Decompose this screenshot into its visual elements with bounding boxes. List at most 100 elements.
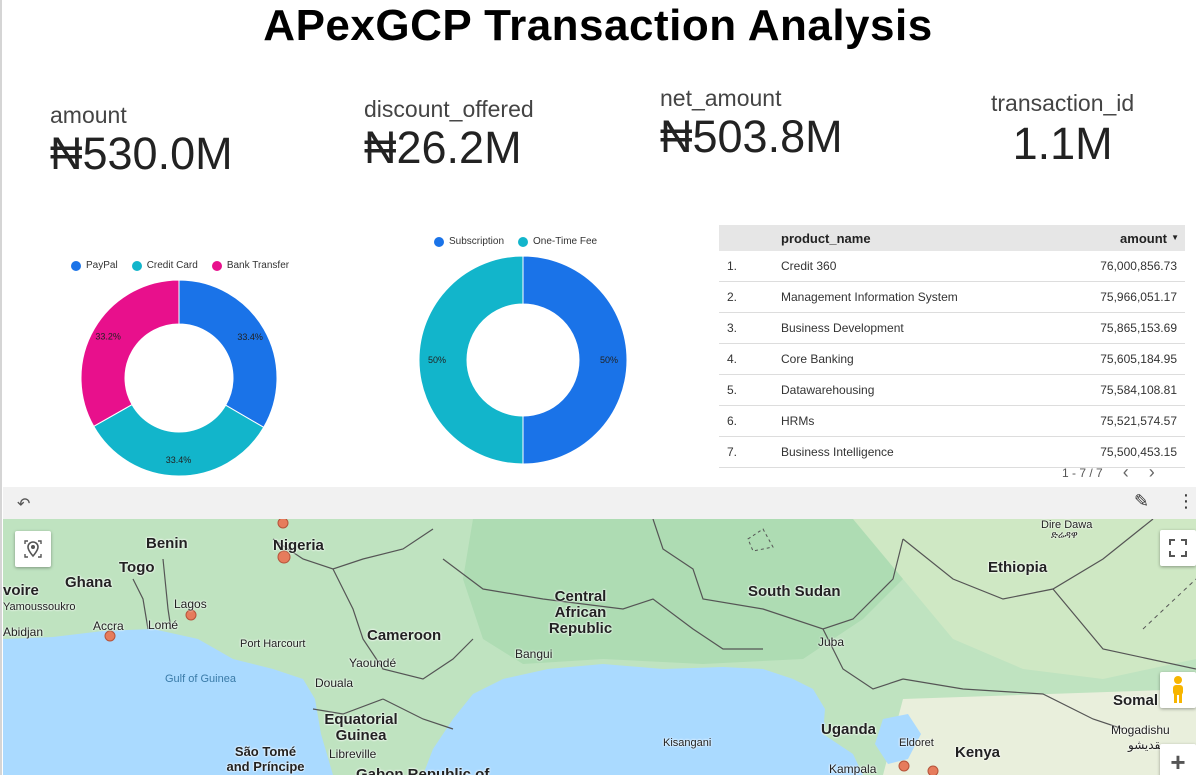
legend-label: PayPal [86, 260, 118, 271]
legend-fee-type: Subscription One-Time Fee [434, 236, 597, 247]
chevron-left-icon[interactable]: ‹ [1122, 462, 1129, 482]
legend-swatch [518, 236, 529, 247]
donut-slice-paypal[interactable] [178, 279, 278, 429]
fee-type-donut-chart[interactable]: 50% 50% [418, 255, 628, 465]
legend-item[interactable]: Bank Transfer [211, 260, 290, 271]
map-terrain [3, 519, 1196, 775]
table-row[interactable]: 1. Credit 360 76,000,856.73 [719, 251, 1185, 282]
kpi-amount[interactable]: amount ₦530.0M [50, 102, 233, 179]
map-label-mogadishu-arabic: مقديشو [1128, 738, 1168, 752]
table-row[interactable]: 3. Business Development 75,865,153.69 [719, 312, 1185, 344]
amount-cell: 75,584,108.81 [1053, 374, 1185, 406]
kpi-label: amount [50, 102, 127, 128]
product-name-cell: Business Intelligence [780, 436, 1054, 468]
kpi-label: discount_offered [364, 96, 534, 122]
table-row[interactable]: 6. HRMs 75,521,574.57 [719, 405, 1185, 437]
column-header-amount[interactable]: amount ▼ [1053, 225, 1185, 251]
report-title: APexGCP Transaction Analysis [263, 1, 933, 50]
more-vert-icon[interactable]: ⋮ [1177, 491, 1195, 511]
map-label-nigeria: Nigeria [273, 537, 324, 554]
land-shade [853, 519, 1196, 679]
row-number: 3. [719, 312, 780, 344]
map-label-lagos: Lagos [174, 597, 207, 611]
legend-swatch [131, 260, 142, 271]
map-label-sao-tome: São Tomé and Príncipe [226, 744, 305, 774]
row-number: 7. [719, 436, 780, 468]
map-label-uganda: Uganda [821, 721, 877, 738]
product-amount-table: product_name amount ▼ 1. Credit 360 76,000… [719, 225, 1185, 468]
map-label-cameroon: Cameroon [367, 627, 442, 644]
column-header-label: amount [1120, 230, 1167, 246]
legend-label: Credit Card [146, 260, 198, 271]
legend-item[interactable]: One-Time Fee [518, 236, 597, 247]
map-label-togo: Togo [119, 559, 155, 576]
map-label-eldoret: Eldoret [899, 737, 934, 749]
legend-swatch [211, 260, 222, 271]
undo-icon[interactable]: ↶ [17, 496, 31, 513]
map-toolbar: ↶ ✎ ⋮ [3, 487, 1196, 519]
legend-item[interactable]: Credit Card [131, 260, 198, 271]
product-name-cell: HRMs [780, 405, 1054, 437]
table-row[interactable]: 4. Core Banking 75,605,184.95 [719, 343, 1185, 375]
donut-slice-subscription[interactable] [522, 255, 628, 465]
table-row[interactable]: 7. Business Intelligence 75,500,453.15 [719, 436, 1185, 468]
column-header-product-name[interactable]: product_name [780, 225, 1054, 251]
fullscreen-icon[interactable] [1160, 530, 1196, 566]
map-label-juba: Juba [818, 635, 845, 649]
payment-method-donut-chart[interactable]: 33.4% 33.4% 33.2% [79, 278, 279, 478]
amount-cell: 75,521,574.57 [1053, 405, 1185, 437]
chevron-right-icon[interactable]: › [1148, 462, 1155, 482]
locate-icon[interactable] [15, 531, 51, 567]
map-label-somalia: Somal [1113, 692, 1159, 709]
donut-value-label: 33.4% [166, 455, 192, 465]
legend-label: Bank Transfer [226, 260, 290, 271]
country-borders [132, 519, 1196, 730]
table-header-row: product_name amount ▼ [719, 225, 1185, 251]
amount-cell: 75,605,184.95 [1053, 343, 1185, 375]
amount-cell: 76,000,856.73 [1053, 251, 1185, 282]
kpi-discount-offered[interactable]: discount_offered ₦26.2M [364, 96, 534, 173]
disputed-border [747, 528, 774, 552]
zoom-in-icon[interactable]: + [1160, 744, 1196, 775]
donut-slice-one-time-fee[interactable] [418, 255, 524, 465]
amount-cell: 75,865,153.69 [1053, 312, 1185, 344]
product-name-cell: Datawarehousing [780, 374, 1054, 406]
map-label-port-harcourt: Port Harcourt [240, 638, 306, 650]
map-label-accra: Accra [93, 619, 124, 633]
kpi-transaction-id[interactable]: transaction_id 1.1M [991, 90, 1134, 169]
fullscreen-icon-graphic [1169, 539, 1187, 557]
kpi-value: 1.1M [1012, 118, 1113, 169]
map-label-lome: Lomé [148, 618, 179, 632]
table-row[interactable]: 2. Management Information System 75,966,05… [719, 281, 1185, 313]
amount-cell: 75,966,051.17 [1053, 281, 1185, 313]
land-shade [883, 689, 1196, 775]
map-label-south-sudan: South Sudan [748, 583, 841, 600]
pegman-icon[interactable] [1160, 672, 1196, 708]
donut-slice-credit-card[interactable] [93, 403, 265, 477]
row-number: 1. [719, 251, 780, 282]
legend-item[interactable]: PayPal [71, 260, 118, 271]
row-number: 6. [719, 405, 780, 437]
donut-value-label: 50% [428, 355, 446, 365]
map-view[interactable]: Benin Nigeria Togo Ghana voire Yamoussou… [3, 519, 1196, 775]
pagination-label: 1 - 7 / 7 [1062, 465, 1103, 480]
pencil-icon[interactable]: ✎ [1134, 491, 1150, 511]
amount-cell: 75,500,453.15 [1053, 436, 1185, 468]
map-label-ethiopia: Ethiopia [988, 559, 1048, 576]
pegman-icon-graphic [1173, 676, 1183, 703]
map-label-douala: Douala [315, 676, 354, 690]
donut-value-label: 33.4% [237, 332, 263, 342]
map-label-equatorial-guinea: Equatorial Guinea [324, 711, 398, 744]
legend-item[interactable]: Subscription [434, 236, 504, 247]
table-row[interactable]: 5. Datawarehousing 75,584,108.81 [719, 374, 1185, 406]
table-pagination: 1 - 7 / 7 ‹ › [1062, 462, 1155, 483]
kpi-label: transaction_id [991, 90, 1135, 116]
lake [813, 709, 825, 744]
kpi-net-amount[interactable]: net_amount ₦503.8M [660, 85, 843, 162]
legend-label: One-Time Fee [533, 236, 598, 247]
product-name-cell: Core Banking [780, 343, 1054, 375]
donut-slice-bank-transfer[interactable] [80, 279, 180, 427]
product-name-cell: Business Development [780, 312, 1054, 344]
kpi-value: ₦503.8M [660, 111, 843, 162]
row-number: 2. [719, 281, 780, 313]
